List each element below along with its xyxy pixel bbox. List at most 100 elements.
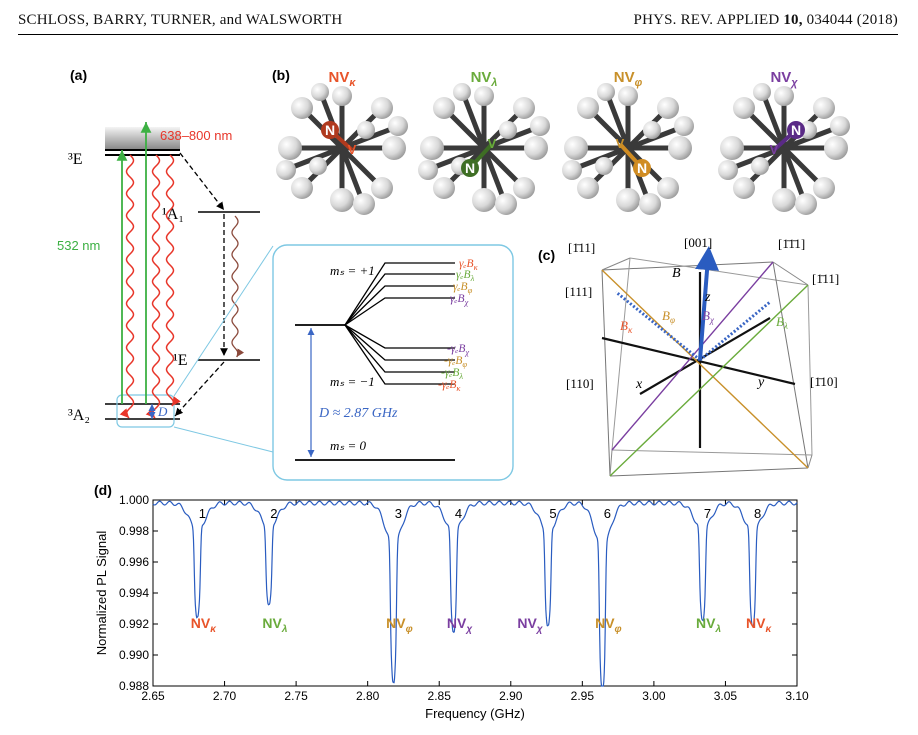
cube-edge — [611, 257, 631, 451]
carbon-atom — [433, 177, 455, 199]
placeholder — [630, 258, 805, 466]
carbon-atom — [618, 86, 638, 106]
carbon-atom — [813, 177, 835, 199]
carbon-atom — [824, 136, 848, 160]
running-header-citation: PHYS. REV. APPLIED 10, 034044 (2018) — [634, 12, 898, 29]
carbon-atom — [772, 188, 796, 212]
bond — [605, 95, 631, 149]
zeeman-branch — [344, 262, 455, 326]
zeeman-label: γₑBχ — [450, 293, 469, 307]
nitrogen-label: N — [325, 122, 335, 138]
y-axis-title: Normalized PL Signal — [94, 531, 109, 656]
brown-ir-arrow — [231, 215, 245, 358]
inset-frame — [272, 244, 514, 481]
running-header-authors: SCHLOSS, BARRY, TURNER, and WALSWORTH — [18, 12, 343, 28]
peak-number: 1 — [199, 506, 206, 521]
b-lambda-projection — [699, 300, 771, 362]
zeeman-branch — [344, 324, 455, 361]
header-rule — [18, 34, 898, 35]
peak-number: 2 — [270, 506, 277, 521]
x-tick-label: 2.90 — [499, 689, 523, 703]
carbon-atom — [513, 177, 535, 199]
dir-001: [001] — [684, 235, 712, 250]
axis-y — [639, 317, 771, 395]
panel-d: (d) 2.65 2.70 2.75 2.80 2.85 2.90 2.95 3.00 3.05… — [94, 482, 809, 721]
nv-title: NVχ — [770, 69, 798, 89]
carbon-atom — [332, 86, 352, 106]
zeeman-branch — [344, 324, 455, 373]
bond — [481, 147, 507, 201]
odmr-spectrum-line — [152, 500, 798, 687]
dir-1m11: [1̄11] — [568, 240, 595, 255]
zeeman-branch — [344, 297, 455, 326]
carbon-atom — [577, 177, 599, 199]
zeeman-label: -γₑBλ — [441, 367, 463, 381]
carbon-atom — [495, 193, 517, 215]
dir-110: [110] — [566, 376, 594, 391]
carbon-atom — [674, 116, 694, 136]
cube-edge — [609, 467, 809, 477]
carbon-atom — [311, 83, 329, 101]
bond — [761, 95, 787, 149]
peak-nv-label: NVφ — [386, 615, 413, 635]
carbon-atom — [595, 157, 613, 175]
red-emission-arrow-3 — [165, 154, 181, 407]
b-field-vector — [695, 246, 720, 361]
zeeman-label: -γₑBκ — [438, 379, 461, 393]
zfs-value: D ≈ 2.87 GHz — [318, 406, 398, 421]
carbon-atom — [420, 136, 444, 160]
carbon-atom — [433, 97, 455, 119]
nitrogen-label: N — [791, 122, 801, 138]
dir-m111: [1̄11] — [812, 271, 839, 286]
y-tick-label: 0.988 — [119, 679, 149, 693]
carbon-atom — [453, 83, 471, 101]
cube-edge — [611, 449, 813, 456]
carbon-atom — [530, 116, 550, 136]
level-3E-label: ³E — [68, 151, 83, 168]
peak-number: 6 — [604, 506, 611, 521]
peak-number: 7 — [704, 506, 711, 521]
carbon-atom — [291, 177, 313, 199]
carbon-atom — [524, 136, 548, 160]
dir-m110: [1̄10] — [810, 374, 838, 389]
level-1E-label: ¹E — [173, 352, 188, 369]
carbon-atom — [751, 157, 769, 175]
carbon-atom — [357, 121, 375, 139]
panel-c: (c) [1̄11] [001] [1̄1̄1][111][1̄11][110] [1… — [538, 235, 839, 477]
carbon-atom — [418, 160, 438, 180]
carbon-atom — [597, 83, 615, 101]
cube-edge — [601, 257, 631, 271]
axis-label-axis_z: z — [704, 290, 711, 305]
carbon-atom — [562, 160, 582, 180]
carbon-atom — [643, 121, 661, 139]
cube-edge — [601, 269, 611, 477]
x-tick-label: 3.00 — [642, 689, 666, 703]
carbon-atom — [668, 136, 692, 160]
nv-title: NVφ — [614, 69, 643, 89]
placeholder2 — [630, 258, 812, 455]
b-field-label: B⃗ — [672, 266, 691, 281]
y-tick-label: 0.992 — [119, 617, 149, 631]
article-number: 034044 (2018) — [802, 12, 898, 28]
callout-line-bottom — [173, 426, 274, 453]
carbon-atom — [774, 86, 794, 106]
nv-axis-phi — [601, 269, 809, 469]
isc-arrow-lower — [174, 361, 225, 417]
carbon-atom — [330, 188, 354, 212]
peak-nv-label: NVλ — [262, 615, 287, 635]
panel-c-label: (c) — [538, 247, 555, 263]
ms-plus-label: mₛ = +1 — [330, 263, 375, 278]
carbon-atom — [472, 188, 496, 212]
carbon-atom — [382, 136, 406, 160]
b-kappa-label: Bκ — [620, 318, 633, 335]
x-tick-label: 2.95 — [571, 689, 595, 703]
zeeman-label: γₑBφ — [453, 281, 473, 295]
peak-number: 8 — [754, 506, 761, 521]
b-chi-label: Bχ — [702, 308, 715, 325]
peak-nv-label: NVλ — [696, 615, 721, 635]
carbon-atom — [474, 86, 494, 106]
bond — [461, 95, 487, 149]
journal-name: PHYS. REV. APPLIED — [633, 12, 784, 28]
level-3A2-label: ³A₂ — [68, 407, 90, 424]
